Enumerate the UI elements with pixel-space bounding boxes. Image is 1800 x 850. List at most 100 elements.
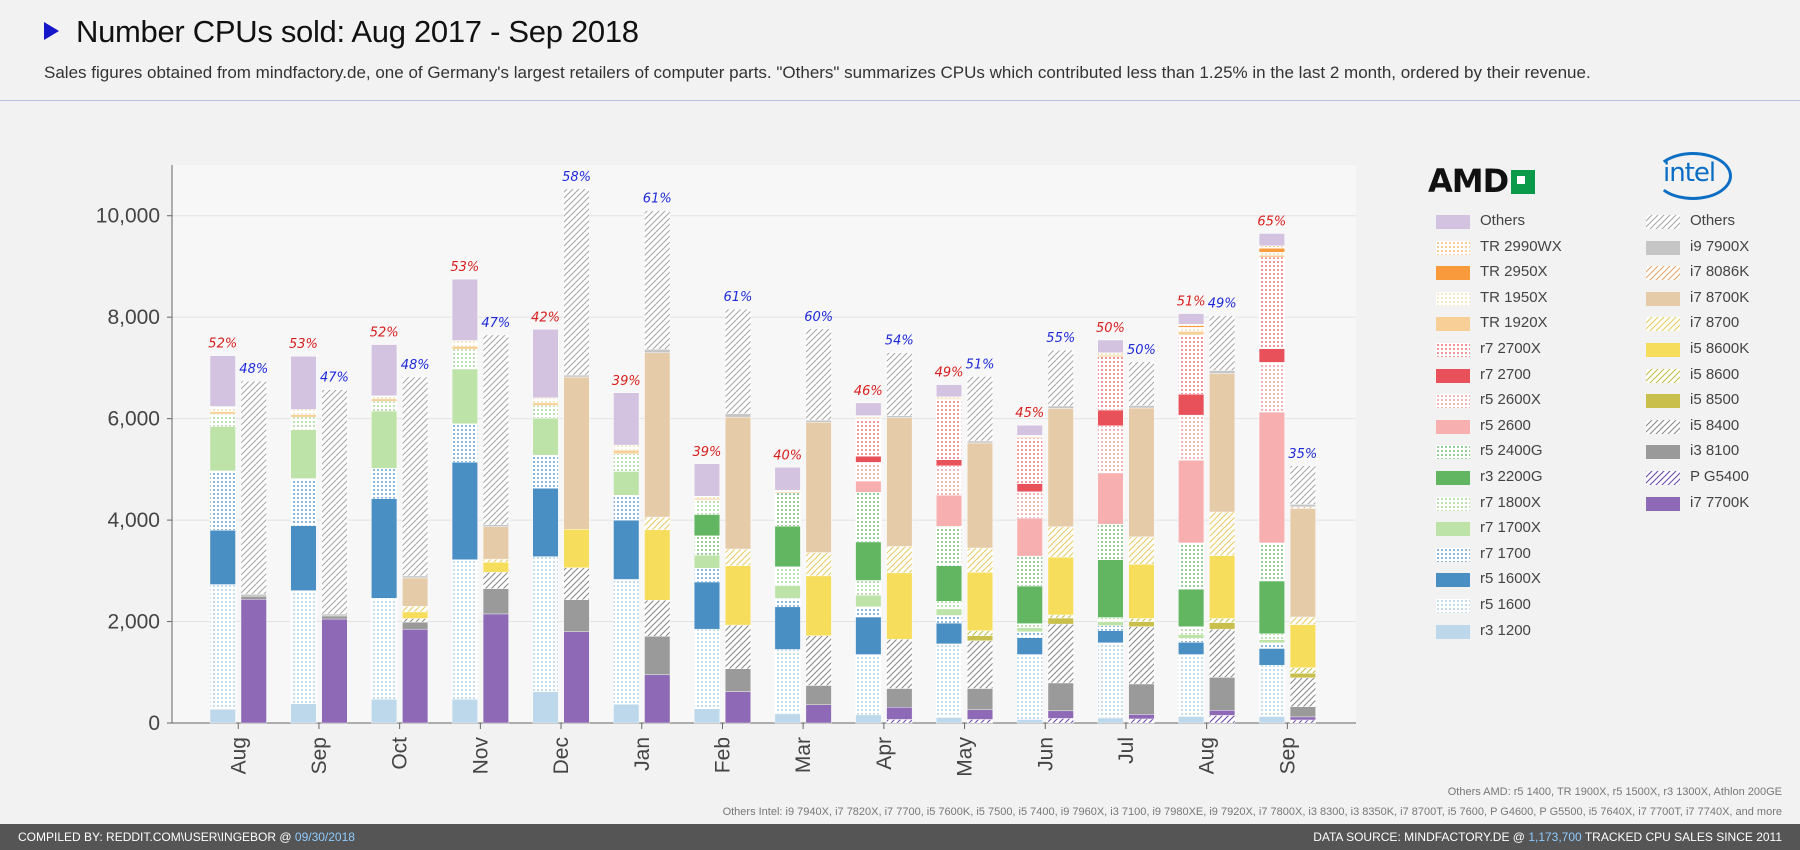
bar-segment-intel-i7-7700k: [805, 704, 832, 724]
bar-segment-amd-r5-1600x: [855, 616, 882, 655]
bar-segment-amd-r3-1200: [1178, 716, 1205, 724]
bar-segment-intel-i5-8400: [725, 624, 751, 669]
bar-segment-amd-r7-2700x: [1097, 356, 1124, 411]
bar-segment-amd-others: [451, 278, 478, 341]
amd-bar-aug-12: [1178, 313, 1205, 724]
bar-segment-intel-i5-8400: [886, 639, 913, 689]
intel-share-label: 54%: [885, 334, 914, 349]
legend-label: r7 1700: [1480, 544, 1531, 562]
footer: COMPILED BY: REDDIT.COM\USER\INGEBOR @ 0…: [0, 824, 1800, 850]
amd-share-label: 52%: [208, 337, 237, 352]
bar-segment-amd-r7-1800x: [1097, 617, 1124, 622]
bar-segment-amd-r5-1600: [532, 556, 559, 692]
bar-segment-intel-i5-8400: [1209, 628, 1236, 678]
bar-segment-intel-p-g5400: [1128, 718, 1155, 724]
bar-segment-amd-r3-1200: [451, 698, 478, 724]
intel-share-label: 61%: [723, 290, 752, 305]
intel-bar-may-9: [967, 376, 993, 724]
plot-background: [172, 165, 1356, 723]
title-arrow-icon: [44, 22, 59, 40]
bar-segment-intel-i7-7700k: [402, 628, 429, 724]
legend-label: r7 2700: [1480, 365, 1531, 383]
bar-segment-amd-r7-1700x: [1258, 639, 1285, 644]
intel-bar-feb-6: [725, 308, 751, 724]
bar-segment-amd-tr-1950x: [1016, 435, 1043, 438]
bar-segment-intel-i5-8400: [402, 618, 429, 623]
legend-swatch: [1646, 291, 1680, 306]
bar-segment-amd-r3-1200: [371, 698, 398, 724]
bar-segment-intel-i7-8700k: [725, 416, 751, 550]
bar-segment-amd-r3-2200g: [694, 514, 720, 537]
bar-segment-amd-r5-1600: [371, 598, 398, 700]
bar-segment-amd-r7-1700x: [936, 608, 962, 616]
intel-bar-apr-8: [886, 352, 913, 724]
bar-segment-intel-others: [1209, 315, 1236, 371]
bar-segment-amd-r5-2600: [1097, 472, 1124, 525]
bar-segment-amd-others: [855, 402, 882, 416]
bar-segment-intel-i5-8600k: [886, 572, 913, 640]
bar-segment-intel-i5-8400: [482, 572, 509, 589]
legend-label: r5 1600: [1480, 595, 1531, 613]
bar-segment-amd-tr-1950x: [774, 489, 801, 492]
intel-logo-ring-icon: [1654, 152, 1732, 200]
bar-segment-intel-i5-8600k: [725, 565, 751, 626]
bar-segment-amd-r7-1700x: [613, 471, 640, 496]
x-tick-label: Apr: [873, 737, 896, 770]
bar-segment-intel-i9-7900x: [1128, 405, 1155, 409]
amd-bar-nov-3: [451, 278, 478, 724]
bar-segment-amd-r7-2700x: [855, 417, 882, 457]
bar-segment-amd-r5-2400g: [1178, 542, 1205, 590]
bar-segment-amd-r7-1700: [694, 568, 720, 583]
amd-bar-apr-8: [855, 402, 882, 724]
intel-share-label: 47%: [481, 316, 510, 331]
legend-swatch: [1436, 215, 1470, 229]
intel-logo: intel: [1663, 158, 1716, 188]
page-subtitle: Sales figures obtained from mindfactory.…: [44, 63, 1591, 82]
bar-segment-intel-i3-8100: [1128, 683, 1155, 715]
bar-segment-amd-r7-1800x: [694, 499, 720, 515]
legend-swatch: [1646, 266, 1680, 281]
bar-segment-intel-p-g5400: [1209, 715, 1236, 724]
bar-segment-intel-i7-7700k: [1128, 714, 1155, 720]
bar-segment-amd-tr-1950x: [451, 340, 478, 347]
bar-segment-amd-r7-1700x: [1097, 621, 1124, 626]
bar-segment-amd-tr-1950x: [1097, 352, 1124, 356]
bar-segment-intel-i5-8600k: [1209, 555, 1236, 619]
bar-segment-intel-i5-8400: [563, 567, 590, 600]
amd-logo: AMD: [1428, 162, 1536, 200]
bar-segment-intel-i7-7700k: [725, 691, 751, 724]
intel-bar-sep-13: [1289, 465, 1316, 724]
x-tick-label: Aug: [227, 737, 250, 774]
footer-source-text: DATA SOURCE: MINDFACTORY.DE @: [1313, 830, 1529, 844]
bar-segment-amd-r7-2700x: [1016, 437, 1043, 484]
bar-segment-intel-i3-8100: [1289, 706, 1316, 718]
bar-segment-amd-tr-1950x: [371, 395, 398, 400]
bar-segment-amd-others: [774, 467, 801, 491]
bar-segment-amd-r5-1600: [694, 628, 720, 709]
intel-bar-dec-4: [563, 188, 590, 724]
bar-segment-intel-i5-8600: [967, 630, 993, 636]
bar-segment-amd-r7-1700x: [371, 410, 398, 469]
bar-segment-amd-r5-1600: [290, 590, 317, 704]
bar-segment-intel-others: [886, 352, 913, 416]
bar-segment-intel-others: [321, 389, 348, 615]
bar-segment-amd-r7-1700: [1097, 625, 1124, 631]
bar-segment-intel-i9-7900x: [644, 348, 671, 353]
footer-count: 1,173,700: [1528, 830, 1582, 844]
legend-swatch: [1646, 342, 1680, 357]
bar-segment-amd-tr-1920x: [290, 414, 317, 418]
bar-segment-amd-r3-2200g: [1258, 580, 1285, 634]
legend-swatch: [1436, 342, 1470, 357]
bar-segment-intel-i5-8500: [967, 635, 993, 642]
bar-segment-intel-i7-8700k: [805, 421, 832, 553]
amd-share-label: 45%: [1015, 406, 1044, 421]
intel-bar-aug-12: [1209, 315, 1236, 724]
bar-segment-intel-i9-7900x: [725, 413, 751, 418]
legend-swatch: [1646, 419, 1680, 434]
legend-swatch: [1646, 496, 1680, 511]
bar-segment-amd-tr-1920x: [613, 449, 640, 454]
amd-bar-mar-7: [774, 467, 801, 724]
legend-swatch: [1436, 394, 1470, 409]
bar-segment-amd-r5-1600: [451, 559, 478, 700]
bar-segment-intel-i5-8600k: [402, 611, 429, 619]
